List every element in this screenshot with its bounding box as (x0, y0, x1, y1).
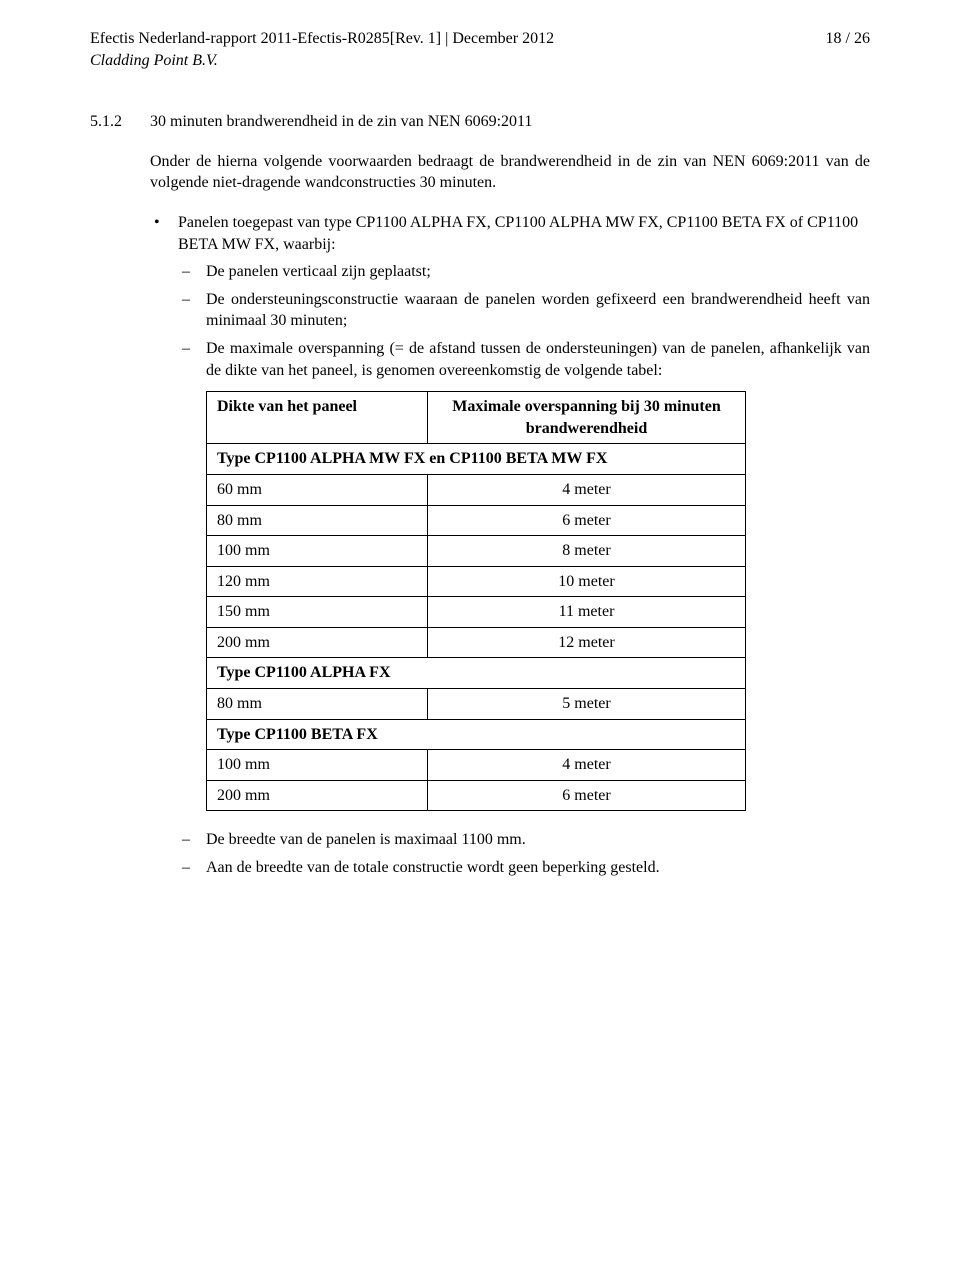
table-header-thickness: Dikte van het paneel (207, 392, 428, 444)
table-row: 200 mm12 meter (207, 627, 746, 658)
table-subhead-3-text: Type CP1100 BETA FX (207, 719, 746, 750)
bullet-item: Panelen toegepast van type CP1100 ALPHA … (150, 212, 870, 879)
table-subhead-2-text: Type CP1100 ALPHA FX (207, 658, 746, 689)
table-row: 200 mm6 meter (207, 780, 746, 811)
bullet-list: Panelen toegepast van type CP1100 ALPHA … (150, 212, 870, 879)
table-header-span: Maximale overspanning bij 30 minuten bra… (428, 392, 746, 444)
cell-span: 11 meter (428, 597, 746, 628)
cell-thickness: 80 mm (207, 689, 428, 720)
section-title: 30 minuten brandwerendheid in de zin van… (150, 111, 870, 133)
cell-span: 10 meter (428, 566, 746, 597)
section-number: 5.1.2 (90, 111, 150, 896)
cell-span: 12 meter (428, 627, 746, 658)
table-row: 80 mm5 meter (207, 689, 746, 720)
table-row: 80 mm6 meter (207, 505, 746, 536)
cell-thickness: 120 mm (207, 566, 428, 597)
table-subhead-1-text: Type CP1100 ALPHA MW FX en CP1100 BETA M… (207, 444, 746, 475)
header-line-1: Efectis Nederland-rapport 2011-Efectis-R… (90, 28, 870, 50)
dash-list: De panelen verticaal zijn geplaatst; De … (178, 261, 870, 381)
cell-span: 4 meter (428, 474, 746, 505)
header-line-2: Cladding Point B.V. (90, 50, 870, 72)
table-row: 150 mm11 meter (207, 597, 746, 628)
table-row: 100 mm8 meter (207, 536, 746, 567)
intro-paragraph: Onder de hierna volgende voorwaarden bed… (150, 151, 870, 194)
cell-span: 8 meter (428, 536, 746, 567)
table-subhead-2: Type CP1100 ALPHA FX (207, 658, 746, 689)
dash-item: De breedte van de panelen is maximaal 11… (178, 829, 870, 851)
section-body: 30 minuten brandwerendheid in de zin van… (150, 111, 870, 896)
table-header-row: Dikte van het paneel Maximale overspanni… (207, 392, 746, 444)
table-subhead-1: Type CP1100 ALPHA MW FX en CP1100 BETA M… (207, 444, 746, 475)
cell-span: 6 meter (428, 505, 746, 536)
cell-thickness: 200 mm (207, 627, 428, 658)
cell-span: 6 meter (428, 780, 746, 811)
table-row: 120 mm10 meter (207, 566, 746, 597)
header-left: Efectis Nederland-rapport 2011-Efectis-R… (90, 28, 870, 71)
page: Efectis Nederland-rapport 2011-Efectis-R… (0, 0, 960, 1261)
table-container: Dikte van het paneel Maximale overspanni… (206, 391, 870, 811)
cell-thickness: 150 mm (207, 597, 428, 628)
dash-item: Aan de breedte van de totale constructie… (178, 857, 870, 879)
table-row: 100 mm4 meter (207, 750, 746, 781)
span-table: Dikte van het paneel Maximale overspanni… (206, 391, 746, 811)
table-subhead-3: Type CP1100 BETA FX (207, 719, 746, 750)
cell-thickness: 100 mm (207, 750, 428, 781)
cell-thickness: 60 mm (207, 474, 428, 505)
cell-span: 5 meter (428, 689, 746, 720)
dash-item: De ondersteuningsconstructie waaraan de … (178, 289, 870, 332)
section: 5.1.2 30 minuten brandwerendheid in de z… (90, 111, 870, 896)
cell-thickness: 200 mm (207, 780, 428, 811)
cell-thickness: 80 mm (207, 505, 428, 536)
dash-item: De panelen verticaal zijn geplaatst; (178, 261, 870, 283)
header-page-number: 18 / 26 (826, 28, 870, 50)
cell-thickness: 100 mm (207, 536, 428, 567)
dash-item: De maximale overspanning (= de afstand t… (178, 338, 870, 381)
bullet-text: Panelen toegepast van type CP1100 ALPHA … (178, 214, 858, 253)
table-row: 60 mm4 meter (207, 474, 746, 505)
cell-span: 4 meter (428, 750, 746, 781)
footer-dash-list: De breedte van de panelen is maximaal 11… (178, 829, 870, 878)
